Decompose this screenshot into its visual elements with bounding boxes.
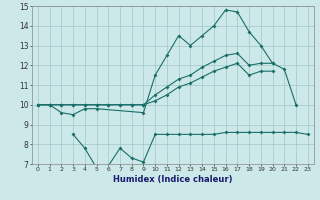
X-axis label: Humidex (Indice chaleur): Humidex (Indice chaleur)	[113, 175, 233, 184]
